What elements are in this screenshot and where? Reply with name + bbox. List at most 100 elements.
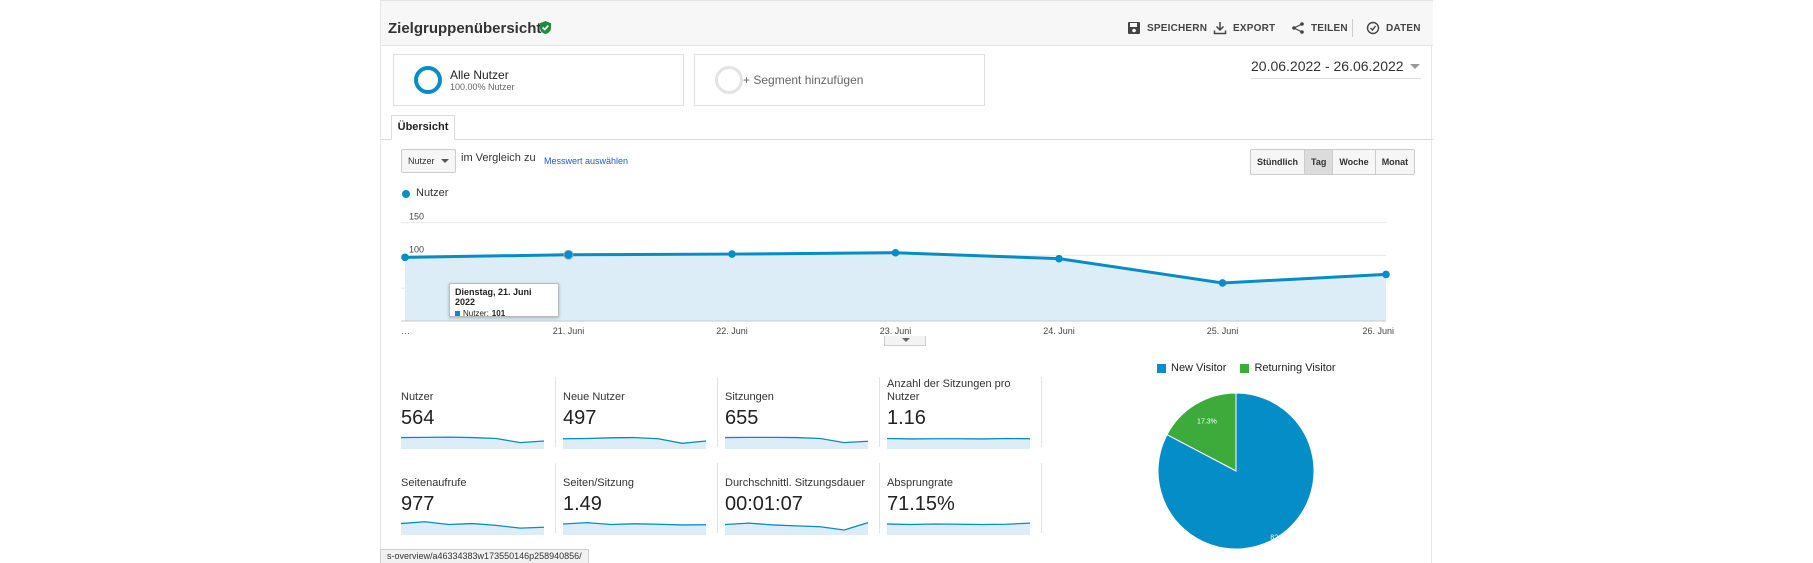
metric-value: 1.49 (563, 493, 602, 515)
tooltip-label: Nutzer: (463, 309, 489, 318)
tab-bar-line (381, 139, 1433, 140)
sparkline (563, 436, 706, 449)
metric-tile[interactable]: Seiten/Sitzung 1.49 (563, 466, 713, 536)
metric-divider (879, 463, 880, 533)
date-range-picker[interactable]: 20.06.2022 - 26.06.2022 (1251, 58, 1420, 74)
export-button[interactable]: EXPORT (1213, 21, 1275, 35)
empty-segment-ring-icon (715, 66, 743, 94)
select-metric-link[interactable]: Messwert auswählen (544, 156, 629, 166)
x-tick-label: 22. Juni (716, 326, 748, 336)
share-icon (1292, 22, 1304, 34)
metric-name: Nutzer (401, 391, 434, 403)
granularity-month[interactable]: Monat (1374, 150, 1415, 174)
tooltip-series-swatch (455, 311, 460, 316)
metric-divider (879, 377, 880, 447)
metric-name: Neue Nutzer (563, 391, 625, 403)
metric-value: 1.16 (887, 407, 926, 429)
share-button[interactable]: TEILEN (1291, 21, 1348, 35)
data-point[interactable] (891, 248, 900, 257)
data-point[interactable] (401, 253, 409, 262)
segment-ring-icon (414, 66, 442, 94)
add-segment-button[interactable]: + Segment hinzufügen (694, 54, 985, 106)
metric-divider (1041, 377, 1042, 447)
visitor-type-pie-chart[interactable]: 17.3% 82.7% (1151, 386, 1321, 556)
data-point[interactable] (728, 250, 736, 258)
segment-name: Alle Nutzer (450, 68, 509, 82)
tooltip-date: Dienstag, 21. Juni 2022 (455, 287, 532, 307)
series-area (405, 252, 1386, 321)
header-divider (1352, 19, 1353, 37)
metric-divider (555, 463, 556, 533)
metric-name: Sitzungen (725, 391, 774, 403)
metric-value: 655 (725, 407, 759, 429)
metric-name: Anzahl der Sitzungen pro Nutzer (887, 378, 1011, 403)
x-tick-label: 25. Juni (1207, 326, 1239, 336)
sparkline-line (563, 522, 706, 526)
tooltip-value: 101 (491, 309, 506, 318)
date-range-label: 20.06.2022 - 26.06.2022 (1251, 58, 1404, 74)
data-point[interactable] (1055, 254, 1063, 263)
metric-value: 71.15% (887, 493, 955, 515)
sparkline (563, 522, 706, 535)
metric-tile[interactable]: Neue Nutzer 497 (563, 380, 713, 450)
granularity-week[interactable]: Woche (1332, 150, 1375, 174)
sparkline (725, 522, 868, 535)
sparkline-area (887, 523, 1030, 535)
metric-tile[interactable]: Anzahl der Sitzungen pro Nutzer 1.16 (887, 378, 1037, 450)
sparkline-area (725, 437, 868, 449)
granularity-hourly[interactable]: Stündlich (1251, 150, 1304, 174)
compare-label: im Vergleich zu (461, 152, 536, 164)
metric-value: 564 (401, 407, 435, 429)
data-label: DATEN (1386, 22, 1421, 34)
metric-name: Durchschnittl. Sitzungsdauer (725, 477, 866, 489)
data-refresh-icon (1366, 21, 1380, 35)
tab-overview[interactable]: Übersicht (391, 115, 455, 140)
segment-all-users[interactable]: Alle Nutzer 100.00% Nutzer (393, 54, 684, 106)
legend-new-visitor[interactable]: New Visitor (1157, 362, 1226, 374)
x-tick-label: … (401, 326, 410, 336)
chart-tooltip: Dienstag, 21. Juni 2022 Nutzer: 101 (449, 283, 559, 318)
save-button[interactable]: SPEICHERN (1127, 21, 1207, 35)
metric-tile[interactable]: Nutzer 564 (401, 380, 551, 450)
pie-slice[interactable] (1157, 392, 1315, 550)
export-label: EXPORT (1233, 22, 1276, 34)
series-legend-dot (402, 190, 410, 198)
sparkline-area (887, 438, 1030, 449)
analytics-audience-overview: Zielgruppenübersicht SPEICHERN EXPORT TE… (380, 0, 1433, 563)
sparkline-line (725, 436, 868, 444)
data-point[interactable] (1218, 279, 1227, 287)
series-legend-label: Nutzer (416, 187, 449, 199)
chevron-down-icon (1409, 63, 1420, 69)
sparkline (887, 437, 1030, 449)
save-label: SPEICHERN (1147, 22, 1208, 34)
metric-tile[interactable]: Sitzungen 655 (725, 380, 875, 450)
sparkline (401, 436, 544, 449)
sparkline-line (725, 522, 868, 531)
legend-returning-visitor[interactable]: Returning Visitor (1240, 362, 1336, 374)
pie-slice-label: 82.7% (1270, 535, 1290, 542)
granularity-day[interactable]: Tag (1304, 150, 1333, 174)
pie-legend: New Visitor Returning Visitor (1157, 362, 1336, 374)
x-tick-label: 24. Juni (1043, 326, 1075, 336)
data-point[interactable] (563, 249, 574, 260)
sparkline (401, 521, 544, 535)
data-point[interactable] (1382, 270, 1390, 279)
metric-dropdown[interactable]: Nutzer (401, 149, 456, 173)
tooltip-value-row: Nutzer: 101 (455, 309, 553, 318)
sparkline-area (401, 437, 544, 449)
sparkline-area (401, 521, 544, 535)
metric-tile[interactable]: Absprungrate 71.15% (887, 466, 1037, 536)
share-label: TEILEN (1311, 22, 1348, 34)
metric-tile[interactable]: Seitenaufrufe 977 (401, 466, 551, 536)
sparkline-line (563, 436, 706, 444)
metric-divider (1041, 463, 1042, 533)
metric-tile[interactable]: Durchschnittl. Sitzungsdauer 00:01:07 (725, 466, 875, 536)
chart-collapse-handle[interactable] (884, 336, 926, 346)
metric-value: 00:01:07 (725, 493, 803, 515)
metric-name: Seiten/Sitzung (563, 477, 634, 489)
data-button[interactable]: DATEN (1366, 21, 1421, 35)
pie-slice[interactable] (1166, 392, 1237, 472)
metric-value: 977 (401, 493, 435, 515)
metric-divider (717, 463, 718, 533)
